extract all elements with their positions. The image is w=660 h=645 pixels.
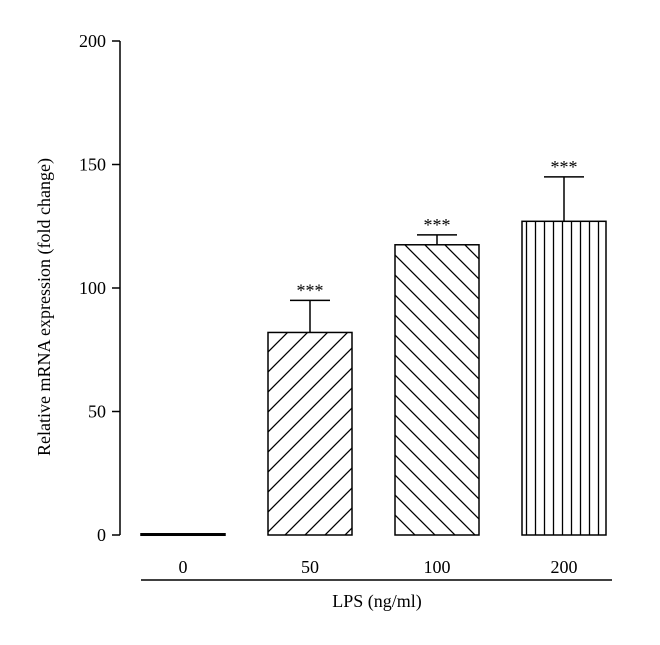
significance-label: *** [297,280,324,300]
x-tick-label: 100 [424,557,451,577]
x-tick-label: 0 [179,557,188,577]
bar-50 [267,331,353,536]
y-tick-label: 150 [79,155,106,175]
y-axis: 0 50 100 150 200 [79,31,121,545]
bars-group: *** *** *** [140,157,607,537]
significance-label: *** [551,157,578,177]
bar-200 [521,220,607,536]
bar-100 [394,244,480,536]
y-tick-label: 50 [88,402,106,422]
y-tick-label: 200 [79,31,106,51]
significance-label: *** [424,215,451,235]
y-tick-label: 100 [79,278,106,298]
x-tick-label: 50 [301,557,319,577]
x-axis: 0 50 100 200 [141,557,612,581]
x-axis-title: LPS (ng/ml) [332,591,422,612]
x-tick-label: 200 [551,557,578,577]
bar-0 [140,533,226,537]
y-axis-title: Relative mRNA expression (fold change) [34,158,55,456]
y-tick-label: 0 [97,525,106,545]
